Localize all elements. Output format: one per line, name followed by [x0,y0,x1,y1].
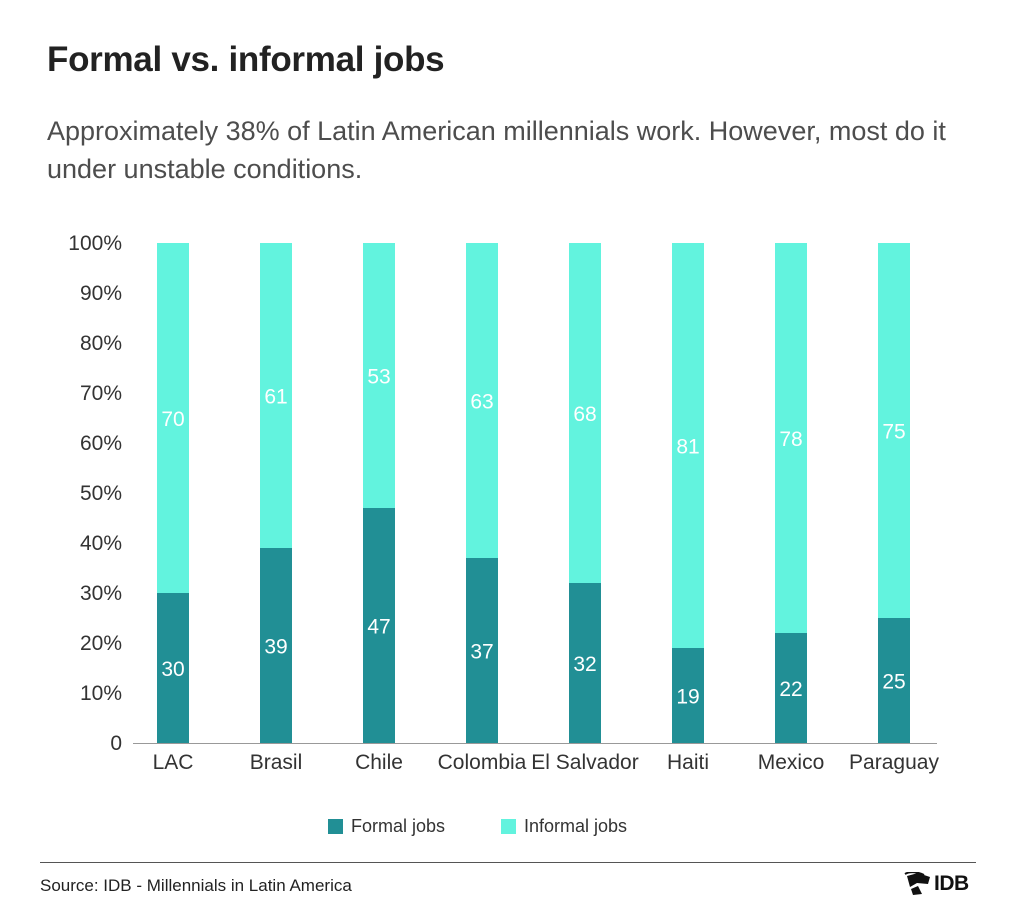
bar-formal [363,508,395,743]
data-label-informal: 63 [470,391,493,414]
x-tick-label: El Salvador [531,751,638,774]
data-label-informal: 53 [367,366,390,389]
data-label-informal: 81 [676,436,699,459]
x-tick-label: Haiti [667,751,709,774]
x-tick-label: Colombia [438,751,527,774]
bar-formal [260,548,292,743]
bars: 30 70 39 61 47 53 37 63 32 68 19 81 22 78 25 75 [157,243,910,743]
footer-divider [40,862,976,863]
bar-formal [569,583,601,743]
bar-informal [363,243,395,508]
data-label-informal: 75 [882,421,905,444]
bar-informal [260,243,292,548]
legend-label-formal: Formal jobs [351,815,446,836]
y-tick-label: 40% [80,532,122,555]
legend-label-informal: Informal jobs [524,815,628,836]
legend-swatch-informal [501,818,516,834]
chart-title: Formal vs. informal jobs [47,40,445,79]
legend-item-formal: Formal jobs [328,813,445,839]
y-tick-label: 90% [80,282,122,305]
x-tick-label: Chile [355,751,403,774]
bar-informal [775,243,807,633]
y-tick-label: 80% [80,332,122,355]
data-label-formal: 25 [882,671,905,694]
y-tick-label: 30% [80,582,122,605]
bar-formal [672,648,704,743]
y-axis: 0 10% 20% 30% 40% 50% 60% 70% 80% 90% 100% [68,232,122,755]
bar-informal [569,243,601,583]
data-label-informal: 70 [161,408,184,431]
data-label-informal: 68 [573,403,596,426]
bar-formal [157,593,189,743]
y-tick-label: 10% [80,682,122,705]
data-label-formal: 19 [676,686,699,709]
x-tick-label: Brasil [250,751,303,774]
data-label-formal: 22 [779,678,802,701]
bar-informal [466,243,498,558]
stacked-bar-chart: 0 10% 20% 30% 40% 50% 60% 70% 80% 90% 100% 30 70 39 6… [68,232,940,774]
bar-formal [878,618,910,743]
data-label-informal: 61 [264,386,287,409]
y-tick-label: 60% [80,432,122,455]
y-tick-label: 100% [68,232,122,255]
data-label-formal: 30 [161,658,184,681]
x-tick-label: Mexico [758,751,825,774]
bar-formal [466,558,498,743]
data-label-formal: 32 [573,653,596,676]
y-tick-label: 50% [80,482,122,505]
x-axis: LAC Brasil Chile Colombia El Salvador Haiti Me… [153,751,940,774]
source-note: Source: IDB - Millennials in Latin Ameri… [40,876,352,895]
data-label-informal: 78 [779,428,802,451]
logo-text: IDB [934,872,969,895]
chart-subtitle: Approximately 38% of Latin American mill… [47,116,946,184]
bar-informal [878,243,910,618]
idb-logo: IDB [904,872,969,896]
legend-swatch-formal [328,818,343,834]
y-tick-label: 70% [80,382,122,405]
data-label-formal: 39 [264,636,287,659]
data-label-formal: 47 [367,616,390,639]
bar-formal [775,633,807,743]
bar-informal [157,243,189,593]
data-label-formal: 37 [470,641,493,664]
bar-informal [672,243,704,648]
globe-icon [904,872,930,895]
x-tick-label: Paraguay [849,751,939,774]
x-tick-label: LAC [153,751,194,774]
y-tick-label: 20% [80,632,122,655]
y-tick-label: 0 [110,732,122,755]
legend-item-informal: Informal jobs [501,813,627,839]
